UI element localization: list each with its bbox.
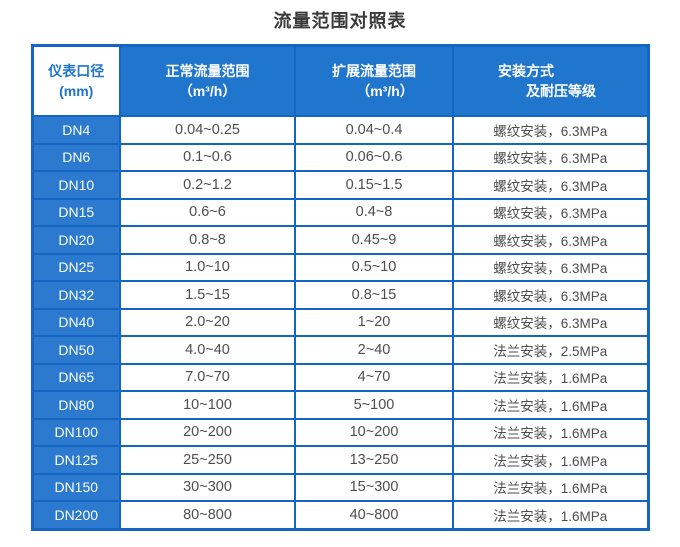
page-title: 流量范围对照表 <box>273 11 407 31</box>
table-row: DN25 1.0~10 0.5~10 螺纹安装，6.3MPa <box>31 252 649 282</box>
row-install-method: 法兰安装，1.6MPa <box>452 472 649 502</box>
row-extended-range: 13~250 <box>294 445 454 475</box>
row-dn-label: DN25 <box>31 252 121 282</box>
row-normal-range: 0.04~0.25 <box>119 115 296 145</box>
row-dn-label: DN15 <box>31 197 121 227</box>
row-normal-range: 7.0~70 <box>119 362 296 392</box>
row-extended-range: 0.8~15 <box>294 280 454 310</box>
header-meter-diameter-line1: 仪表口径 <box>48 63 105 79</box>
table-row: DN20 0.8~8 0.45~9 螺纹安装，6.3MPa <box>31 225 649 255</box>
row-extended-range: 4~70 <box>294 362 454 392</box>
row-install-method: 螺纹安装，6.3MPa <box>452 142 649 172</box>
row-install-method: 螺纹安装，6.3MPa <box>452 197 649 227</box>
row-install-method: 法兰安装，2.5MPa <box>452 335 649 365</box>
row-extended-range: 1~20 <box>294 307 454 337</box>
row-extended-range: 0.5~10 <box>294 252 454 282</box>
row-normal-range: 80~800 <box>119 500 296 530</box>
row-extended-range: 40~800 <box>294 500 454 530</box>
row-dn-label: DN50 <box>31 335 121 365</box>
row-normal-range: 10~100 <box>119 390 296 420</box>
table-row: DN4 0.04~0.25 0.04~0.4 螺纹安装，6.3MPa <box>31 115 649 145</box>
table-row: DN65 7.0~70 4~70 法兰安装，1.6MPa <box>31 362 649 392</box>
row-extended-range: 5~100 <box>294 390 454 420</box>
header-extended-flow-range: 扩展流量范围 （m³/h） <box>294 44 454 117</box>
table-row: DN150 30~300 15~300 法兰安装，1.6MPa <box>31 472 649 502</box>
table-row: DN10 0.2~1.2 0.15~1.5 螺纹安装，6.3MPa <box>31 170 649 200</box>
row-normal-range: 0.1~0.6 <box>119 142 296 172</box>
table-row: DN6 0.1~0.6 0.06~0.6 螺纹安装，6.3MPa <box>31 142 649 172</box>
row-extended-range: 0.4~8 <box>294 197 454 227</box>
table-row: DN125 25~250 13~250 法兰安装，1.6MPa <box>31 445 649 475</box>
table-header: 仪表口径 (mm) 正常流量范围 （m³/h） 扩展流量范围 （m³/h） 安装… <box>31 44 649 117</box>
row-install-method: 螺纹安装，6.3MPa <box>452 115 649 145</box>
row-install-method: 螺纹安装，6.3MPa <box>452 170 649 200</box>
row-dn-label: DN65 <box>31 362 121 392</box>
header-normal-flow-line2: （m³/h） <box>178 83 237 99</box>
row-dn-label: DN10 <box>31 170 121 200</box>
table-row: DN80 10~100 5~100 法兰安装，1.6MPa <box>31 390 649 420</box>
table-row: DN15 0.6~6 0.4~8 螺纹安装，6.3MPa <box>31 197 649 227</box>
row-extended-range: 0.45~9 <box>294 225 454 255</box>
row-dn-label: DN4 <box>31 115 121 145</box>
row-install-method: 法兰安装，1.6MPa <box>452 362 649 392</box>
row-normal-range: 1.5~15 <box>119 280 296 310</box>
row-dn-label: DN150 <box>31 472 121 502</box>
flow-range-table: 仪表口径 (mm) 正常流量范围 （m³/h） 扩展流量范围 （m³/h） 安装… <box>30 44 650 531</box>
table-row: DN32 1.5~15 0.8~15 螺纹安装，6.3MPa <box>31 280 649 310</box>
row-normal-range: 0.8~8 <box>119 225 296 255</box>
row-install-method: 法兰安装，1.6MPa <box>452 417 649 447</box>
row-install-method: 螺纹安装，6.3MPa <box>452 307 649 337</box>
header-meter-diameter: 仪表口径 (mm) <box>31 44 121 117</box>
row-install-method: 螺纹安装，6.3MPa <box>452 225 649 255</box>
row-normal-range: 0.6~6 <box>119 197 296 227</box>
header-install-line2: 及耐压等级 <box>526 83 596 99</box>
row-dn-label: DN20 <box>31 225 121 255</box>
table-row: DN100 20~200 10~200 法兰安装，1.6MPa <box>31 417 649 447</box>
row-extended-range: 2~40 <box>294 335 454 365</box>
header-normal-flow-line1: 正常流量范围 <box>165 63 250 79</box>
row-normal-range: 25~250 <box>119 445 296 475</box>
row-install-method: 法兰安装，1.6MPa <box>452 500 649 530</box>
row-dn-label: DN125 <box>31 445 121 475</box>
row-dn-label: DN40 <box>31 307 121 337</box>
header-extended-flow-line2: （m³/h） <box>356 83 414 99</box>
row-normal-range: 20~200 <box>119 417 296 447</box>
header-install-line1: 安装方式 <box>498 63 554 79</box>
row-extended-range: 15~300 <box>294 472 454 502</box>
row-normal-range: 0.2~1.2 <box>119 170 296 200</box>
header-normal-flow-range: 正常流量范围 （m³/h） <box>119 44 296 117</box>
header-row: 仪表口径 (mm) 正常流量范围 （m³/h） 扩展流量范围 （m³/h） 安装… <box>31 44 649 117</box>
header-install-method: 安装方式 及耐压等级 <box>452 44 649 117</box>
row-extended-range: 0.15~1.5 <box>294 170 454 200</box>
row-dn-label: DN6 <box>31 142 121 172</box>
row-normal-range: 2.0~20 <box>119 307 296 337</box>
row-normal-range: 4.0~40 <box>119 335 296 365</box>
row-dn-label: DN200 <box>31 500 121 530</box>
row-normal-range: 30~300 <box>119 472 296 502</box>
row-install-method: 螺纹安装，6.3MPa <box>452 252 649 282</box>
header-meter-diameter-line2: (mm) <box>59 83 94 99</box>
row-dn-label: DN100 <box>31 417 121 447</box>
row-extended-range: 10~200 <box>294 417 454 447</box>
header-extended-flow-line1: 扩展流量范围 <box>332 63 416 79</box>
table-row: DN200 80~800 40~800 法兰安装，1.6MPa <box>31 500 649 530</box>
table-row: DN40 2.0~20 1~20 螺纹安装，6.3MPa <box>31 307 649 337</box>
page: 流量范围对照表 仪表口径 (mm) 正常流量范围 （m³/h） 扩展流量范围 （… <box>30 11 650 531</box>
row-install-method: 螺纹安装，6.3MPa <box>452 280 649 310</box>
row-dn-label: DN80 <box>31 390 121 420</box>
row-normal-range: 1.0~10 <box>119 252 296 282</box>
row-extended-range: 0.06~0.6 <box>294 142 454 172</box>
row-dn-label: DN32 <box>31 280 121 310</box>
row-extended-range: 0.04~0.4 <box>294 115 454 145</box>
row-install-method: 法兰安装，1.6MPa <box>452 445 649 475</box>
table-body: DN4 0.04~0.25 0.04~0.4 螺纹安装，6.3MPa DN6 0.1~0.… <box>31 115 649 530</box>
table-row: DN50 4.0~40 2~40 法兰安装，2.5MPa <box>31 335 649 365</box>
row-install-method: 法兰安装，1.6MPa <box>452 390 649 420</box>
